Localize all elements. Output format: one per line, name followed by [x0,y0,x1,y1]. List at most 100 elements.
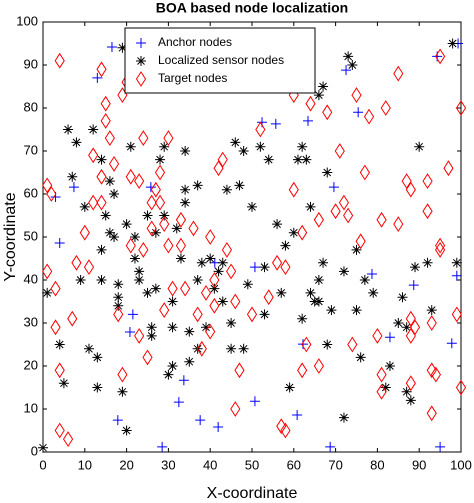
data-point [359,164,370,181]
data-point [397,292,408,303]
data-point [401,322,412,333]
data-point [426,315,437,331]
x-tick-label: 20 [119,457,133,472]
data-point [54,238,65,249]
data-point [154,164,166,181]
data-point [455,379,467,396]
x-tick-label: 60 [287,457,301,472]
data-point [54,52,65,69]
data-point [343,51,354,62]
data-point [71,254,82,271]
data-point [205,323,216,340]
data-point [313,211,324,228]
data-point [447,38,458,49]
data-point [284,382,295,393]
legend-label: Target nodes [158,71,227,85]
data-point [96,244,107,255]
data-point [446,338,457,349]
data-point [230,401,241,417]
data-point [422,173,433,190]
data-point [124,327,135,338]
data-point [271,254,283,271]
data-point [226,263,237,280]
data-point [68,182,79,193]
data-point [328,182,339,193]
data-point [355,233,366,250]
data-point [88,147,99,164]
data-point [451,270,462,281]
data-point [142,210,153,221]
data-point [422,203,433,220]
data-point [50,280,61,297]
data-point [113,306,124,323]
data-point [230,293,241,310]
data-point [88,124,99,135]
data-point [422,257,433,268]
data-point [430,366,442,383]
y-tick-label: 100 [16,13,38,28]
data-point [150,227,161,238]
data-point [451,257,462,268]
data-point [154,194,166,211]
data-point [125,237,136,254]
data-point [393,216,404,233]
data-point [159,216,170,233]
data-point [435,48,446,65]
data-point [443,160,454,177]
data-point [125,141,136,152]
y-tick-label: 70 [24,142,38,157]
data-point [313,296,324,307]
data-point [134,173,145,190]
data-point [117,386,128,397]
data-point [414,141,425,152]
data-point [192,306,203,323]
data-point [305,95,316,112]
data-point [313,90,324,101]
data-point [217,151,228,168]
x-tick-label: 50 [245,457,259,472]
data-point [326,305,337,316]
data-point [146,194,157,211]
data-point [159,141,170,152]
data-point [351,87,362,104]
data-point [100,95,111,112]
data-point [322,167,333,178]
data-point [405,375,416,392]
data-point [238,343,249,354]
data-point [363,108,375,125]
x-axis-label: X-coordinate [207,485,298,502]
y-tick-label: 60 [24,185,38,200]
data-point [455,100,467,116]
y-tick-label: 80 [24,99,38,114]
data-point [313,358,324,374]
data-point [292,410,303,421]
data-point [96,61,107,78]
data-point [54,362,65,379]
data-point [125,168,136,185]
data-point [280,259,291,276]
data-point [297,339,308,350]
data-point [272,219,283,230]
data-point [150,181,161,198]
data-point [217,257,228,268]
data-point [180,197,191,208]
data-point [150,283,161,294]
data-point [325,441,336,452]
data-point [305,287,316,298]
data-point [341,65,352,76]
data-point [180,146,191,156]
data-point [63,124,74,135]
data-point [88,194,99,211]
data-point [142,287,153,298]
data-point [58,378,69,389]
data-point [79,201,90,212]
data-point [288,181,299,198]
x-tick-label: 70 [328,457,342,472]
data-point [145,182,156,193]
data-point [195,415,206,426]
data-point [112,415,123,426]
y-axis-label: Y-coordinate [2,192,19,281]
data-point [188,220,199,237]
data-point [175,253,186,264]
data-point [347,336,358,353]
